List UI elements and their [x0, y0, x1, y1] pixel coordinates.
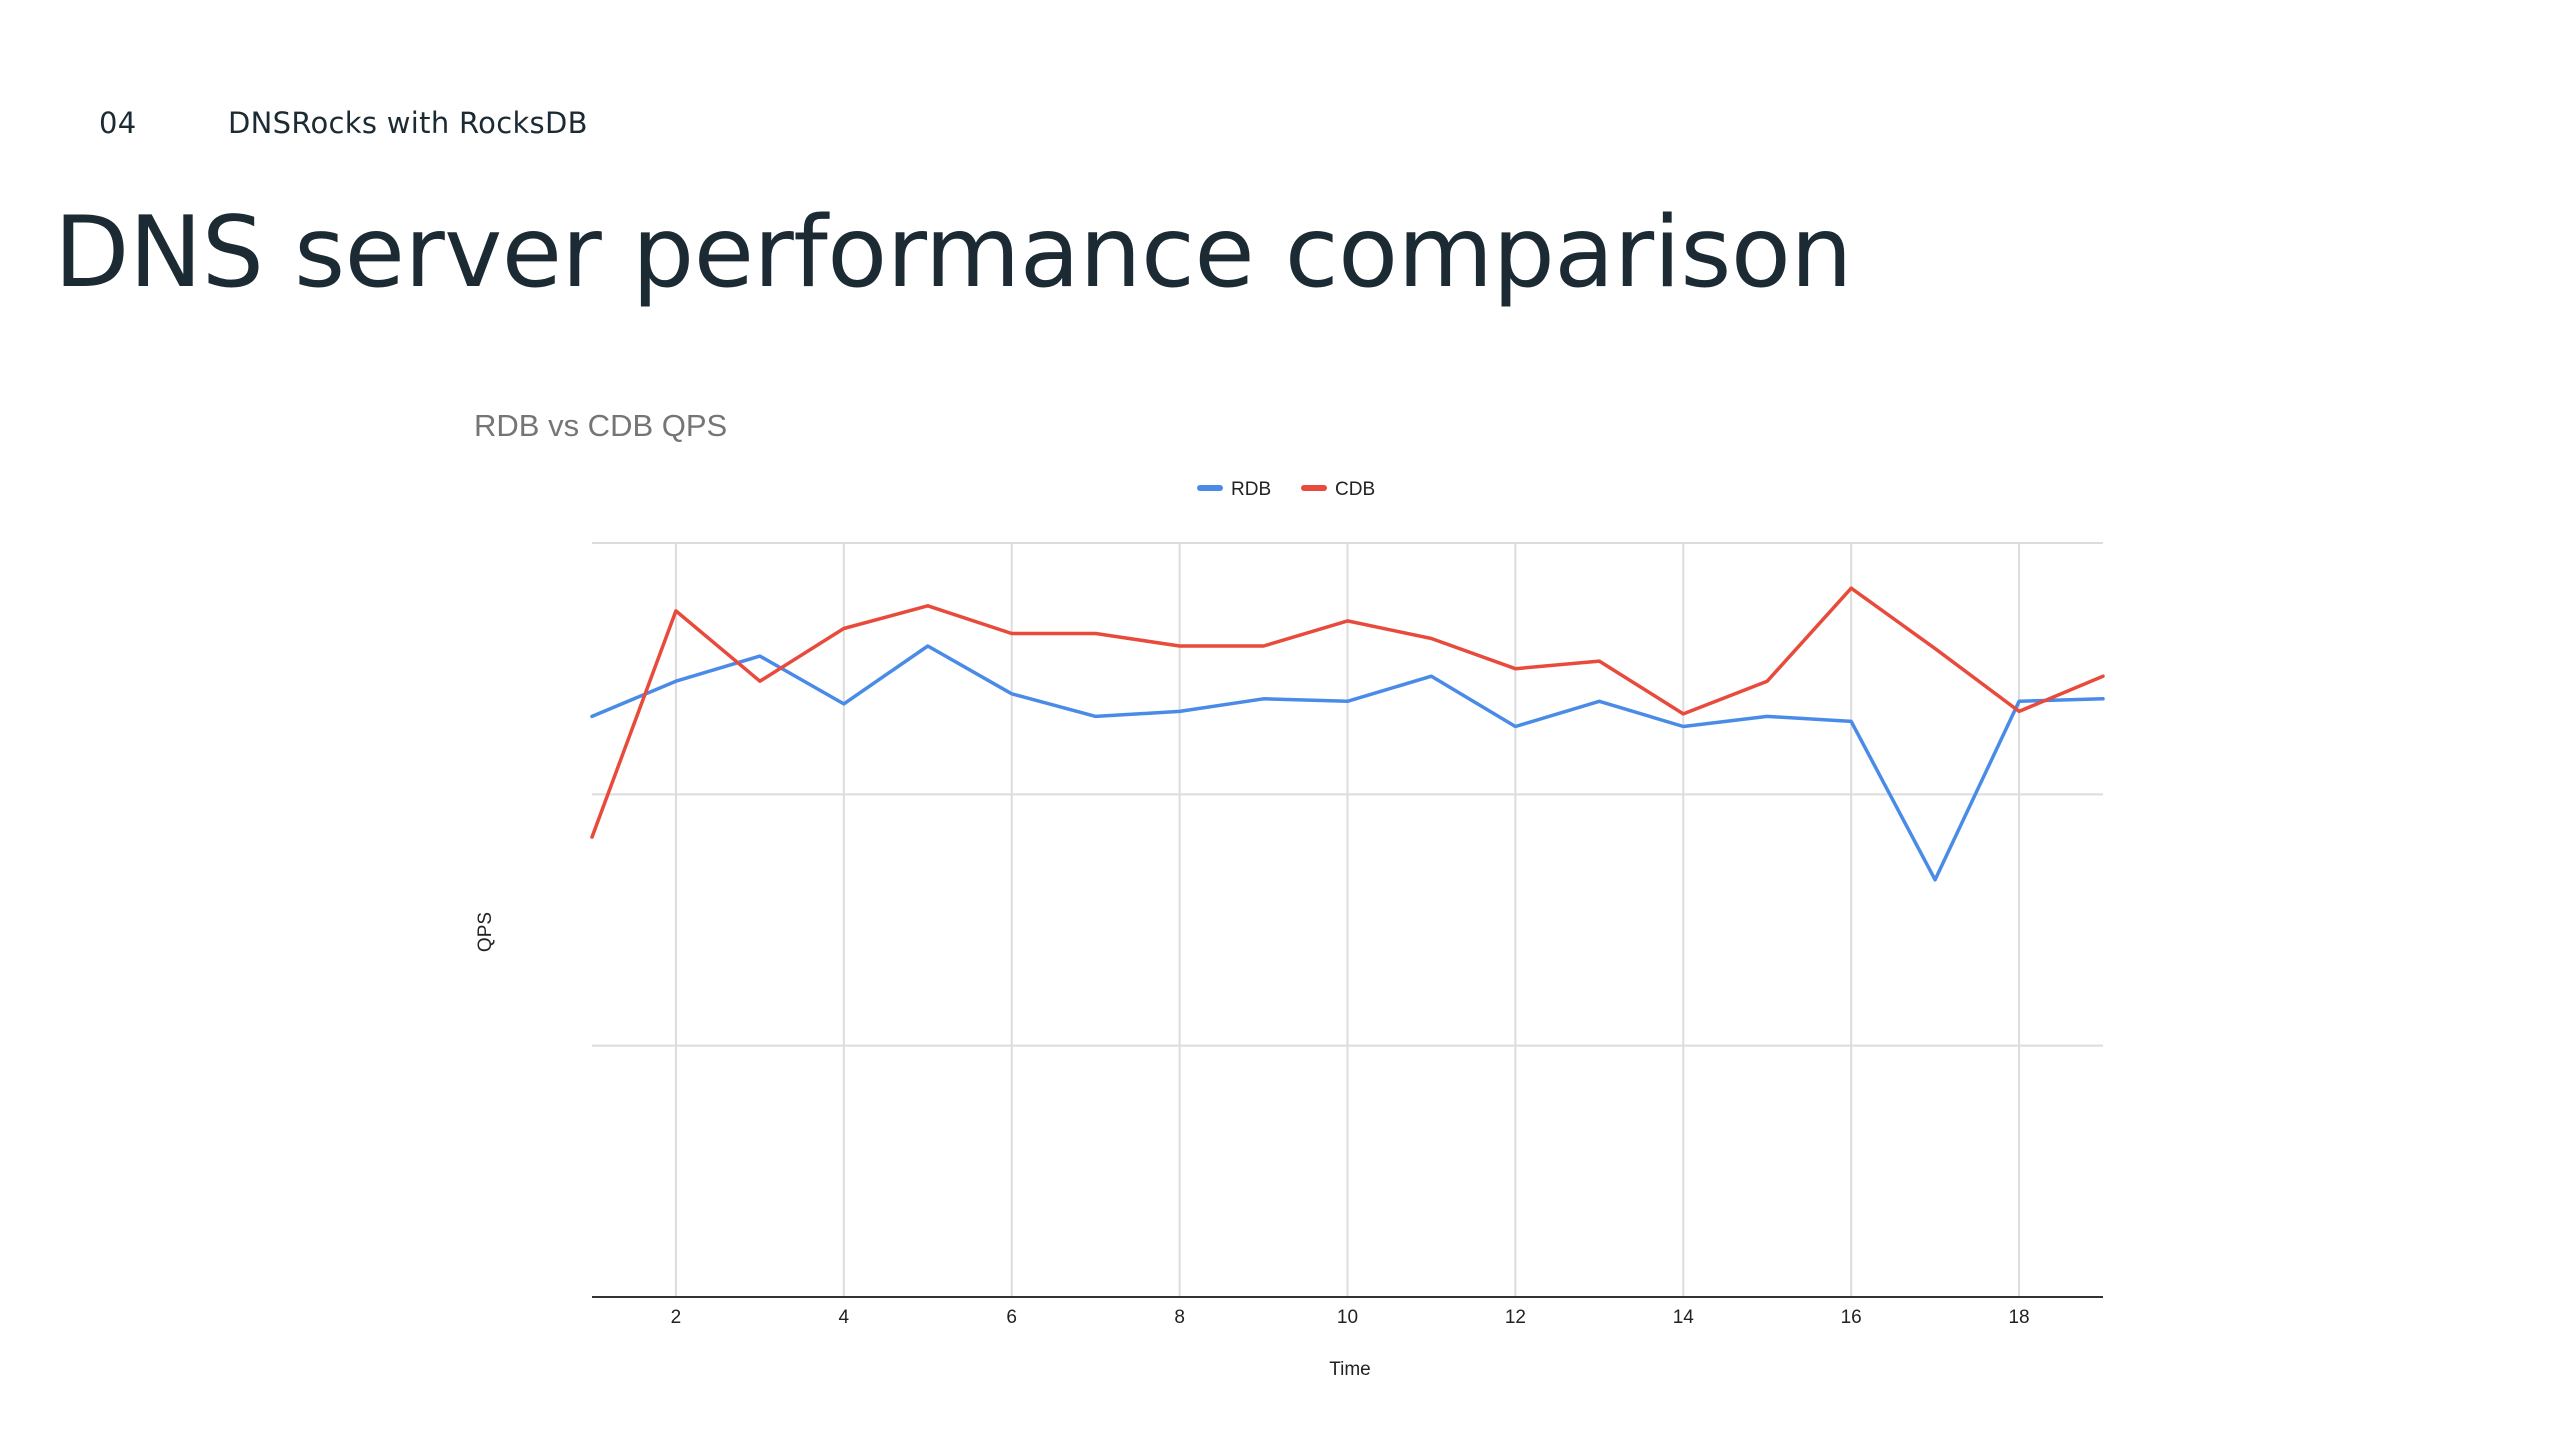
x-tick-label: 14: [1673, 1307, 1695, 1328]
y-axis-label: QPS: [475, 912, 496, 952]
section-number: 04: [99, 106, 137, 140]
series-line-rdb: [590, 644, 2105, 882]
x-tick-label: 6: [1006, 1307, 1017, 1328]
legend-label-cdb: CDB: [1335, 479, 1375, 500]
x-tick-label: 2: [671, 1307, 682, 1328]
x-tick-label: 10: [1337, 1307, 1358, 1328]
slide-title: DNS server performance comparison: [54, 196, 1852, 310]
x-tick-label: 8: [1174, 1307, 1185, 1328]
x-axis-label: Time: [1329, 1359, 1371, 1380]
series-line-cdb: [590, 586, 2105, 839]
section-title: DNSRocks with RocksDB: [228, 106, 588, 140]
x-tick-label: 16: [1841, 1307, 1862, 1328]
x-tick-label: 4: [839, 1307, 850, 1328]
chart-series: [590, 586, 2105, 882]
chart-legend: RDB CDB: [1197, 479, 1375, 500]
x-tick-label: 12: [1505, 1307, 1526, 1328]
chart-title: RDB vs CDB QPS: [474, 408, 727, 443]
x-axis-ticks: 2 4 6 8 10 12 14 16 18: [671, 1307, 2030, 1328]
x-tick-label: 18: [2008, 1307, 2029, 1328]
legend-label-rdb: RDB: [1231, 479, 1271, 500]
chart-grid: [592, 542, 2103, 1298]
slide-header: 04 DNSRocks with RocksDB: [99, 103, 588, 143]
